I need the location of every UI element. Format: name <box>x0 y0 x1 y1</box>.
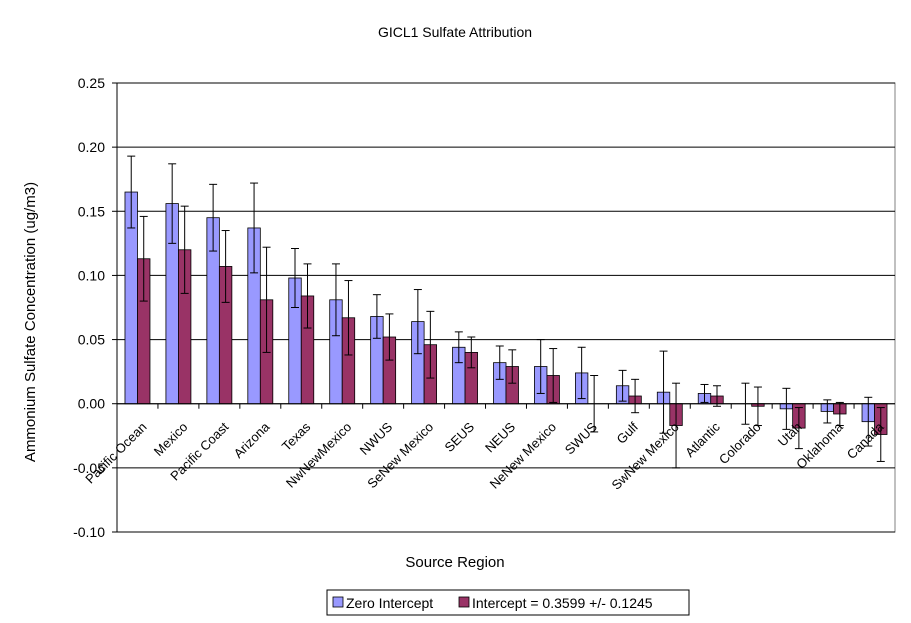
x-category-label: NEUS <box>482 419 518 455</box>
legend-swatch <box>458 596 470 608</box>
legend: Zero Intercept Intercept = 0.3599 +/- 0.1… <box>326 589 690 616</box>
x-category-label: Gulf <box>613 419 641 447</box>
y-tick-label: 0.05 <box>78 332 105 348</box>
y-tick-label: 0.10 <box>78 267 105 283</box>
chart-title: GICL1 Sulfate Attribution <box>378 24 532 40</box>
y-tick-label: 0.25 <box>78 75 105 91</box>
y-tick-label: 0.20 <box>78 139 105 155</box>
y-tick-label: 0.15 <box>78 203 105 219</box>
x-axis-label: Source Region <box>405 554 504 571</box>
x-category-label: Colorado <box>716 419 764 467</box>
x-category-label: Texas <box>279 419 314 454</box>
y-axis-label: Ammonium Sulfate Concentration (ug/m3) <box>22 182 39 462</box>
x-category-label: Atlantic <box>682 419 723 460</box>
legend-swatch <box>332 596 344 608</box>
y-tick-label: -0.10 <box>73 524 105 540</box>
x-category-label: SEUS <box>442 419 478 455</box>
x-category-label: Arizona <box>231 419 273 461</box>
x-category-label: Mexico <box>151 419 191 459</box>
x-category-label: NWUS <box>357 419 396 458</box>
legend-entry: Zero Intercept <box>346 595 433 611</box>
y-tick-label: -0.05 <box>73 460 105 476</box>
y-tick-labels: -0.10 -0.05 0.00 0.05 0.10 0.15 0.20 0.25 <box>73 75 105 540</box>
x-category-label: Pacific Ocean <box>82 419 149 486</box>
y-tick-label: 0.00 <box>78 396 105 412</box>
legend-box <box>326 589 690 616</box>
x-category-label: SWUS <box>562 419 600 457</box>
legend-entry: Intercept = 0.3599 +/- 0.1245 <box>472 595 653 611</box>
axes <box>112 82 895 533</box>
